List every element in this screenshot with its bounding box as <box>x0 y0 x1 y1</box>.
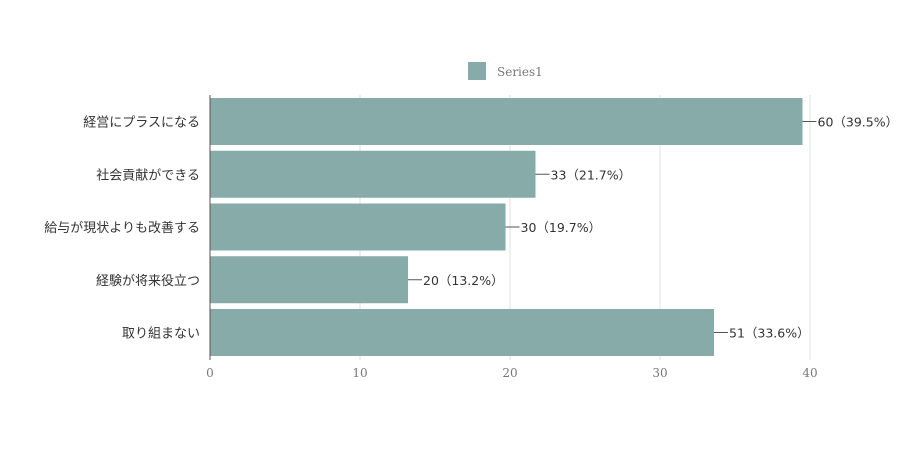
bars: 経営にプラスになる 60（39.5%） 社会貢献ができる 33（21.7%） 給与が現状… <box>44 98 898 356</box>
category-label: 給与が現状よりも改善する <box>44 220 200 236</box>
data-label: 60（39.5%） <box>818 115 899 130</box>
x-tick-label: 30 <box>652 366 667 380</box>
legend: Series1 <box>468 62 543 80</box>
category-label: 経営にプラスになる <box>83 116 200 131</box>
legend-swatch <box>468 62 486 80</box>
x-tick-label: 20 <box>502 366 517 380</box>
x-tick-label: 10 <box>352 366 367 380</box>
bar <box>210 150 536 198</box>
x-tick-label: 40 <box>802 366 817 380</box>
bar <box>210 203 506 251</box>
data-label: 30（19.7%） <box>521 220 602 235</box>
x-axis-ticks: 0 10 20 30 40 <box>206 366 817 380</box>
data-label: 33（21.7%） <box>551 167 632 182</box>
bar <box>210 98 803 145</box>
bar <box>210 256 408 304</box>
data-label: 51（33.6%） <box>729 326 810 341</box>
category-label: 取り組まない <box>122 327 200 342</box>
data-label: 20（13.2%） <box>423 273 504 288</box>
bar <box>210 309 714 356</box>
legend-label: Series1 <box>497 65 543 79</box>
x-tick-label: 0 <box>206 366 214 380</box>
category-label: 経験が将来役立つ <box>96 274 200 289</box>
category-label: 社会貢献ができる <box>96 167 200 183</box>
